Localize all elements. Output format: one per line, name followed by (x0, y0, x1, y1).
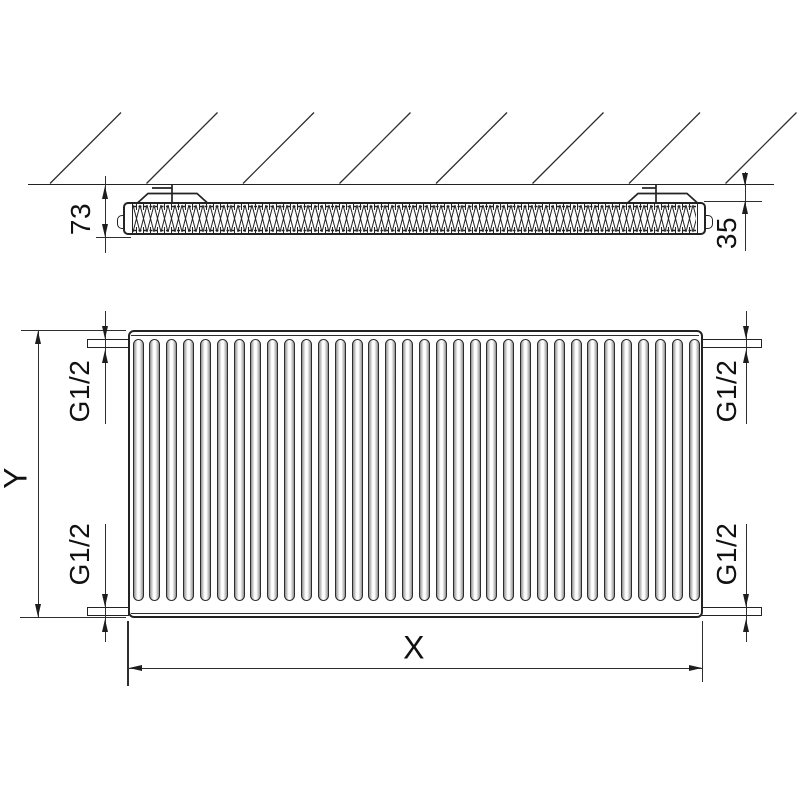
panel-rib (368, 339, 380, 601)
panel-rib (452, 339, 464, 601)
panel-rib (149, 339, 161, 601)
wall-hatching (49, 112, 797, 184)
dim-G12-tl-arrow-bottom (102, 350, 109, 363)
panel-rib (166, 339, 178, 601)
dim-35-arrow-bottom (742, 201, 749, 214)
end-cap-left-line (131, 204, 133, 233)
hatch-line (628, 112, 701, 184)
dim-X-arrow-left (128, 664, 142, 671)
mounting-bracket-left-icon (137, 184, 208, 204)
dim-73-line (105, 176, 107, 253)
dim-G12-bl-line (105, 524, 107, 642)
panel-rib (284, 339, 296, 601)
panel-rib (250, 339, 262, 601)
dim-G12-tr-arrow-top (743, 326, 750, 339)
connection-stub-top-right (701, 339, 762, 348)
panel-rib (486, 339, 498, 601)
dim-73-arrow-top (102, 185, 109, 199)
dim-G12-bl-arrow-bottom (102, 618, 109, 632)
panel-rib (621, 339, 633, 601)
panel-rib (334, 339, 346, 601)
panel-rib (688, 339, 700, 601)
panel-rib (587, 339, 599, 601)
wall-line (28, 183, 774, 186)
dim-label-thread-top-right: G1/2 (711, 359, 742, 423)
panel-inner-bottom-line (131, 613, 699, 615)
dim-G12-br-arrow-top (743, 593, 750, 607)
mounting-bracket-right-icon (627, 184, 698, 204)
panel-rib (553, 339, 565, 601)
dim-label-width: X (403, 629, 425, 666)
dim-G12-br-line (746, 524, 748, 642)
panel-rib (402, 339, 414, 601)
hatch-line (532, 112, 604, 184)
panel-rib (654, 339, 666, 601)
panel-rib (233, 339, 245, 601)
dim-G12-br-arrow-bottom (743, 618, 750, 632)
convector-fins-pattern (133, 204, 696, 233)
radiator-front-panel (128, 330, 703, 618)
panel-rib (199, 339, 211, 601)
dim-35-arrow-top (742, 172, 749, 186)
dim-G12-tl-line (105, 311, 107, 424)
dim-label-total-depth: 73 (65, 202, 96, 236)
dim-73-ext-line (96, 236, 131, 238)
dim-X-arrow-right (688, 664, 702, 671)
dim-Y-ext-bottom (20, 616, 126, 618)
hatch-line (435, 112, 508, 184)
dim-G12-tr-line (746, 311, 748, 424)
dim-G12-tr-arrow-bottom (743, 350, 750, 363)
dim-G12-bl-arrow-top (102, 593, 109, 607)
end-cap-right-line (696, 204, 698, 233)
dim-label-thread-bottom-right: G1/2 (711, 522, 742, 586)
hatch-line (49, 112, 122, 184)
hatch-line (146, 112, 218, 184)
dim-Y-line (37, 330, 39, 617)
connection-stub-bottom-right (701, 606, 762, 616)
panel-rib (536, 339, 548, 601)
panel-rib (418, 339, 430, 601)
panel-rib (671, 339, 683, 601)
dim-X-line (128, 667, 702, 669)
hatch-line (242, 112, 315, 184)
dim-35-ext-line (704, 200, 762, 202)
dim-label-thread-top-left: G1/2 (64, 359, 95, 423)
panel-rib (604, 339, 616, 601)
panel-rib (132, 339, 144, 601)
panel-inner-top-line (131, 334, 699, 336)
dim-X-ext-left (127, 621, 129, 686)
dim-Y-arrow-bottom (34, 604, 41, 617)
hatch-line (725, 112, 797, 184)
hatch-line (339, 112, 411, 184)
dim-label-wall-gap: 35 (711, 216, 742, 250)
connection-stub-top-left (87, 339, 129, 348)
dim-X-ext-right (701, 621, 703, 682)
connection-stub-bottom-left (87, 606, 129, 616)
panel-rib (520, 339, 532, 601)
panel-rib (301, 339, 312, 601)
panel-rib (317, 339, 329, 601)
dim-label-height: Y (0, 467, 34, 489)
panel-rib (385, 339, 397, 601)
panel-rib (469, 339, 481, 601)
dim-73-arrow-bottom (102, 224, 109, 237)
panel-rib (267, 339, 279, 601)
panel-rib (216, 339, 228, 601)
panel-rib (435, 339, 447, 601)
dim-Y-arrow-top (34, 330, 41, 344)
panel-rib (183, 339, 195, 601)
dim-label-thread-bottom-left: G1/2 (64, 522, 95, 586)
panel-rib (638, 339, 649, 601)
panel-rib (351, 339, 363, 601)
panel-rib (570, 339, 582, 601)
dim-G12-tl-arrow-top (102, 326, 109, 339)
dim-Y-ext-top (21, 329, 126, 331)
panel-rib (503, 339, 515, 601)
